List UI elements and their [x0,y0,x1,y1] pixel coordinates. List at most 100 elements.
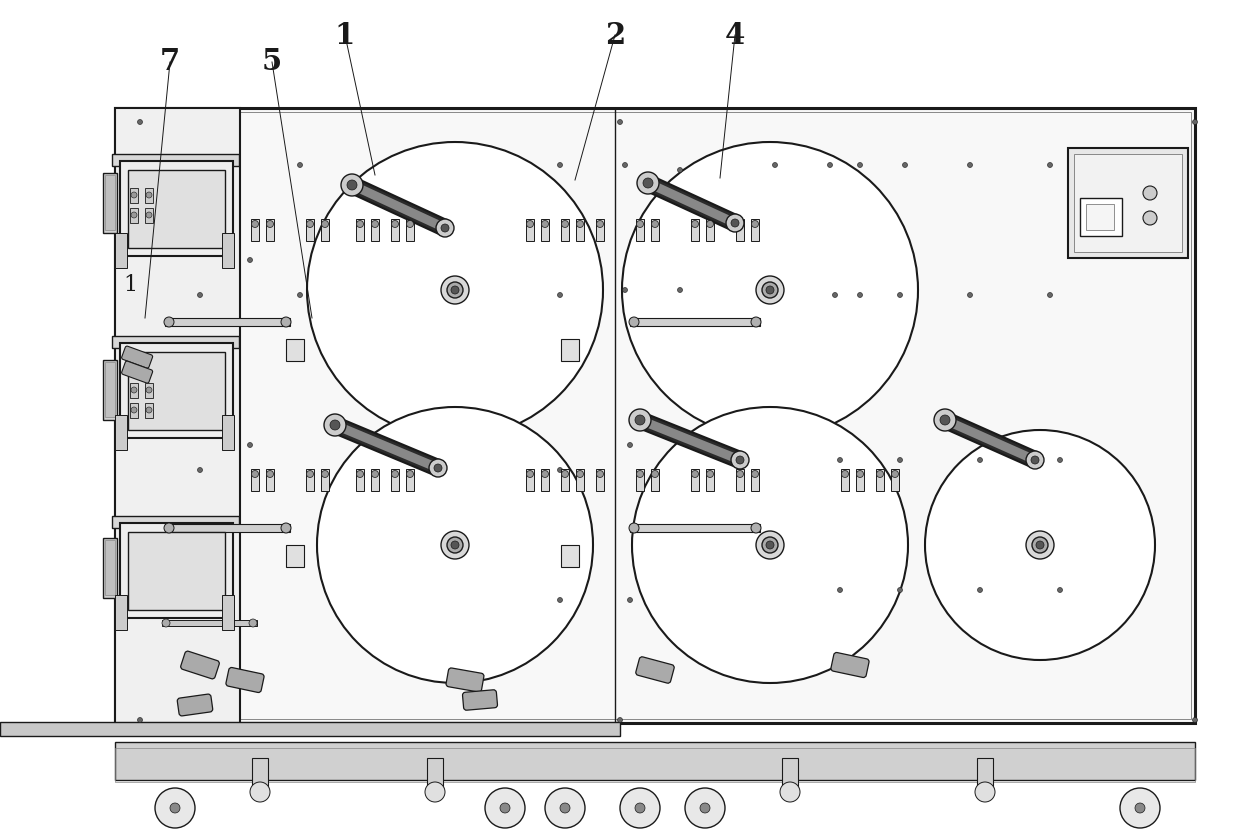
Bar [115,415,126,450]
Bar [560,219,569,241]
Circle shape [131,192,136,198]
Bar [706,469,714,491]
Circle shape [252,220,258,227]
Bar [371,469,379,491]
Circle shape [330,420,340,430]
FancyBboxPatch shape [644,176,739,230]
Bar [706,219,714,241]
Circle shape [1048,162,1053,167]
Bar [751,219,759,241]
Circle shape [596,220,604,227]
FancyBboxPatch shape [348,177,449,235]
Circle shape [451,286,459,294]
Circle shape [636,220,644,227]
Circle shape [977,458,982,463]
Circle shape [858,293,863,298]
Circle shape [766,541,774,549]
Bar [356,469,365,491]
Bar [596,219,604,241]
Circle shape [341,174,363,196]
Bar [115,595,126,630]
Bar [165,524,290,532]
FancyBboxPatch shape [636,413,744,468]
Circle shape [898,293,903,298]
Circle shape [629,523,639,533]
Circle shape [636,471,644,478]
Circle shape [1143,186,1157,200]
Circle shape [898,587,903,592]
Circle shape [751,471,759,478]
Circle shape [629,317,639,327]
Circle shape [317,407,593,683]
Circle shape [441,276,469,304]
FancyBboxPatch shape [352,182,444,231]
Bar [636,219,644,241]
Bar [250,219,259,241]
Bar [391,219,399,241]
Circle shape [500,803,510,813]
Bar [541,469,549,491]
Circle shape [281,523,291,533]
Circle shape [732,451,749,469]
Circle shape [898,458,903,463]
Circle shape [1135,803,1145,813]
Circle shape [635,415,645,425]
Circle shape [436,219,454,237]
FancyBboxPatch shape [941,413,1039,468]
Circle shape [1058,587,1063,592]
Bar [526,219,534,241]
Circle shape [138,120,143,125]
Circle shape [903,162,908,167]
Circle shape [249,619,257,627]
Circle shape [737,220,744,227]
Circle shape [197,162,202,167]
Circle shape [635,803,645,813]
Bar [112,154,239,166]
Circle shape [627,597,632,602]
Circle shape [751,523,761,533]
Circle shape [164,317,174,327]
Circle shape [527,471,533,478]
Circle shape [857,471,863,478]
Circle shape [622,288,627,293]
Circle shape [618,717,622,722]
Bar [112,516,239,528]
Circle shape [622,162,627,167]
Circle shape [637,172,658,194]
Bar [128,352,224,430]
Circle shape [546,788,585,828]
Bar [306,469,314,491]
Circle shape [562,471,568,478]
Circle shape [1032,537,1048,553]
Bar [1068,148,1188,258]
Circle shape [596,471,604,478]
Circle shape [858,162,863,167]
Bar [1135,790,1146,820]
Bar [356,219,365,241]
Circle shape [562,220,568,227]
Bar [634,790,646,820]
Circle shape [558,597,563,602]
Bar [699,790,711,820]
FancyBboxPatch shape [446,668,484,692]
Circle shape [751,317,761,327]
Bar [526,469,534,491]
Bar [105,362,115,417]
Bar [737,469,744,491]
Bar [541,219,549,241]
Circle shape [1058,458,1063,463]
Circle shape [306,471,314,478]
Bar [651,219,658,241]
Circle shape [357,471,363,478]
Circle shape [321,220,329,227]
Bar [115,748,1195,782]
Bar [112,336,239,348]
Bar [130,208,138,223]
Circle shape [707,471,713,478]
Circle shape [298,293,303,298]
Bar [128,170,224,248]
Circle shape [677,167,682,172]
Bar [162,620,257,626]
Circle shape [1048,293,1053,298]
FancyBboxPatch shape [636,656,675,683]
